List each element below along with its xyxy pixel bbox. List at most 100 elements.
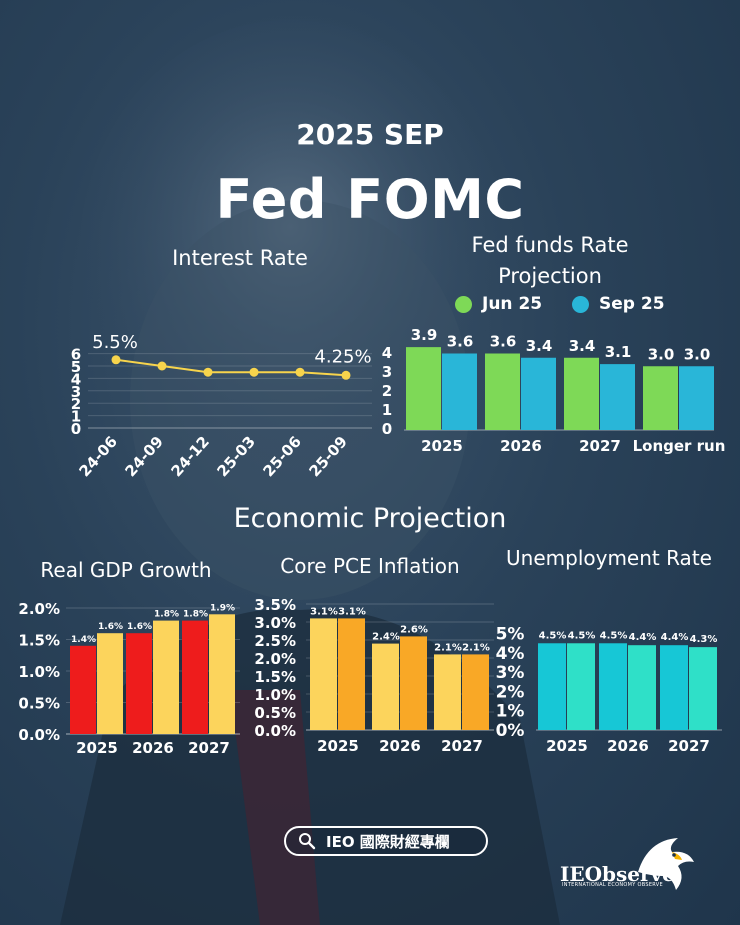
legend-sep: Sep 25 [572,294,665,314]
pce-bar [310,618,337,730]
legend-jun-swatch [455,295,472,313]
fedfunds-data-label: 3.9 [411,326,438,344]
interest-point [111,355,121,365]
unemp-category-label: 2026 [607,737,649,755]
fedfunds-category-label: 2027 [579,437,621,455]
interest-annotation-last: 4.25% [314,346,371,367]
unemp-tick-label: 0% [496,721,525,741]
unemp-tick-label: 4% [496,644,525,664]
gdp-data-label: 1.8% [183,610,208,620]
interest-right-tick-label: 0 [382,420,392,438]
fedfunds-data-label: 3.6 [490,333,517,351]
unemp-data-label: 4.3% [690,634,718,645]
logo-tagline: INTERNATIONAL ECONOMY OBSERVE [562,882,663,888]
interest-right-tick-label: 1 [382,401,392,419]
pce-data-label: 3.1% [338,606,366,617]
pce-category-label: 2025 [317,737,359,755]
interest-left-tick-label: 5 [71,358,81,376]
fedfunds-data-label: 3.0 [684,345,711,363]
unemp-bar [538,643,566,730]
unemp-bar [660,645,688,730]
legend-jun: Jun 25 [455,294,542,314]
interest-right-tick-label: 4 [382,344,392,362]
gdp-tick-label: 0.0% [18,726,60,744]
unemp-data-label: 4.5% [539,630,567,641]
unemp-bar [628,645,656,730]
interest-left-tick-label: 3 [71,383,81,401]
interest-left-tick-label: 2 [71,395,81,413]
pce-tick-label: 3.5% [254,596,296,614]
fedfunds-data-label: 3.6 [447,333,474,351]
pce-data-label: 2.6% [400,624,428,635]
search-pill-label: IEO 國際財經專欄 [326,832,450,851]
gdp-data-label: 1.9% [210,603,235,613]
interest-point [341,370,351,380]
gdp-bar [70,645,96,734]
pce-title: Core PCE Inflation [280,554,460,578]
logo-name: IEObserve [560,862,675,886]
interest-point [295,367,305,377]
unemp-tick-label: 5% [496,625,525,645]
economic-projection-title: Economic Projection [233,503,507,534]
unemployment-title: Unemployment Rate [506,546,712,570]
gdp-bar [97,633,123,734]
pce-tick-label: 0.5% [254,704,296,722]
pce-tick-label: 1.5% [254,668,296,686]
unemp-data-label: 4.4% [661,632,689,643]
search-pill[interactable]: IEO 國際財經專欄 [284,826,488,856]
gdp-data-label: 1.6% [98,622,123,632]
fedfunds-data-label: 3.4 [526,337,553,355]
fedfunds-bar [406,347,441,430]
pce-data-label: 2.1% [434,642,462,653]
unemp-data-label: 4.5% [568,630,596,641]
interest-left-tick-label: 1 [71,408,81,426]
fedfunds-category-label: Longer run [633,437,726,455]
unemp-category-label: 2027 [668,737,710,755]
unemp-tick-label: 1% [496,702,525,722]
pce-data-label: 3.1% [310,606,338,617]
gdp-tick-label: 0.5% [18,695,60,713]
fedfunds-data-label: 3.0 [648,345,675,363]
interest-series-line [115,358,347,377]
unemp-tick-label: 3% [496,663,525,683]
fedfunds-bar [485,353,520,430]
gdp-bar [209,614,235,734]
interest-point [249,367,259,377]
interest-point [157,361,167,371]
unemp-tick-label: 2% [496,682,525,702]
fedfunds-bar [442,353,477,430]
fedfunds-bar [564,357,599,430]
gdp-tick-label: 1.5% [18,632,60,650]
gdp-bar [153,620,179,734]
pce-data-label: 2.1% [462,642,490,653]
fedfunds-category-label: 2025 [421,437,463,455]
unemp-bar [689,647,717,730]
main-title: Fed FOMC [215,168,525,231]
interest-left-tick-label: 0 [71,420,81,438]
gdp-category-label: 2025 [76,739,118,757]
search-icon [299,833,316,850]
legend-jun-label: Jun 25 [482,294,543,314]
pce-data-label: 2.4% [372,632,400,643]
fedfunds-bar [521,357,556,430]
gdp-category-label: 2027 [188,739,230,757]
unemp-bar [599,643,627,730]
ieobserve-logo: IEObserve INTERNATIONAL ECONOMY OBSERVE [560,832,700,894]
fedfunds-bar [679,366,714,430]
fedfunds-bar [643,366,678,430]
fedfunds-data-label: 3.1 [605,343,632,361]
unemp-data-label: 4.5% [600,630,628,641]
interest-left-tick-label: 6 [71,346,81,364]
pce-bar [338,618,365,730]
interest-right-tick-label: 2 [382,382,392,400]
fedfunds-data-label: 3.4 [569,337,596,355]
pce-bar [434,654,461,730]
interest-right-tick-label: 3 [382,363,392,381]
pce-bar [462,654,489,730]
gdp-category-label: 2026 [132,739,174,757]
gdp-bar [182,620,208,734]
unemp-category-label: 2025 [546,737,588,755]
